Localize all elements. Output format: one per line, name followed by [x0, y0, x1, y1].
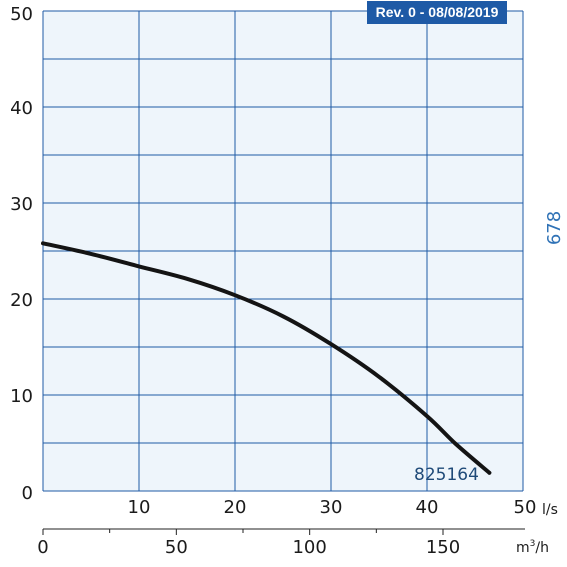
side-label: 678: [544, 211, 565, 245]
x-tick-label: 20: [224, 497, 247, 518]
revision-badge: [367, 1, 507, 24]
revision-badge-text: Rev. 0 - 08/08/2019: [376, 4, 499, 20]
x2-tick-label: 150: [426, 537, 460, 558]
secondary-x-axis-unit: m3/h: [516, 539, 549, 556]
series-line-825164: [41, 241, 492, 475]
x-axis-unit: l/s: [542, 502, 558, 518]
superscript-3: 3: [530, 539, 536, 549]
y-tick-label: 30: [10, 194, 33, 215]
grid: [42, 10, 524, 492]
secondary-x-axis-ticks: 0 50 100 150: [37, 529, 460, 558]
y-axis-ticks: 0 10 20 30 40 50: [10, 4, 33, 504]
y-tick-label: 40: [10, 98, 33, 119]
y-tick-label: 10: [10, 386, 33, 407]
y-tick-label: 50: [10, 4, 33, 25]
y-tick-label: 0: [22, 483, 33, 504]
x2-tick-label: 100: [292, 537, 326, 558]
x2-tick-label: 0: [37, 537, 48, 558]
x-tick-label: 50: [514, 497, 537, 518]
x-tick-label: 40: [416, 497, 439, 518]
x-tick-label: 10: [128, 497, 151, 518]
series-label-825164: 825164: [414, 465, 479, 485]
x-axis-ticks: 10 20 30 40 50: [128, 497, 537, 518]
y-tick-label: 20: [10, 290, 33, 311]
x-tick-label: 30: [320, 497, 343, 518]
x2-tick-label: 50: [165, 537, 188, 558]
